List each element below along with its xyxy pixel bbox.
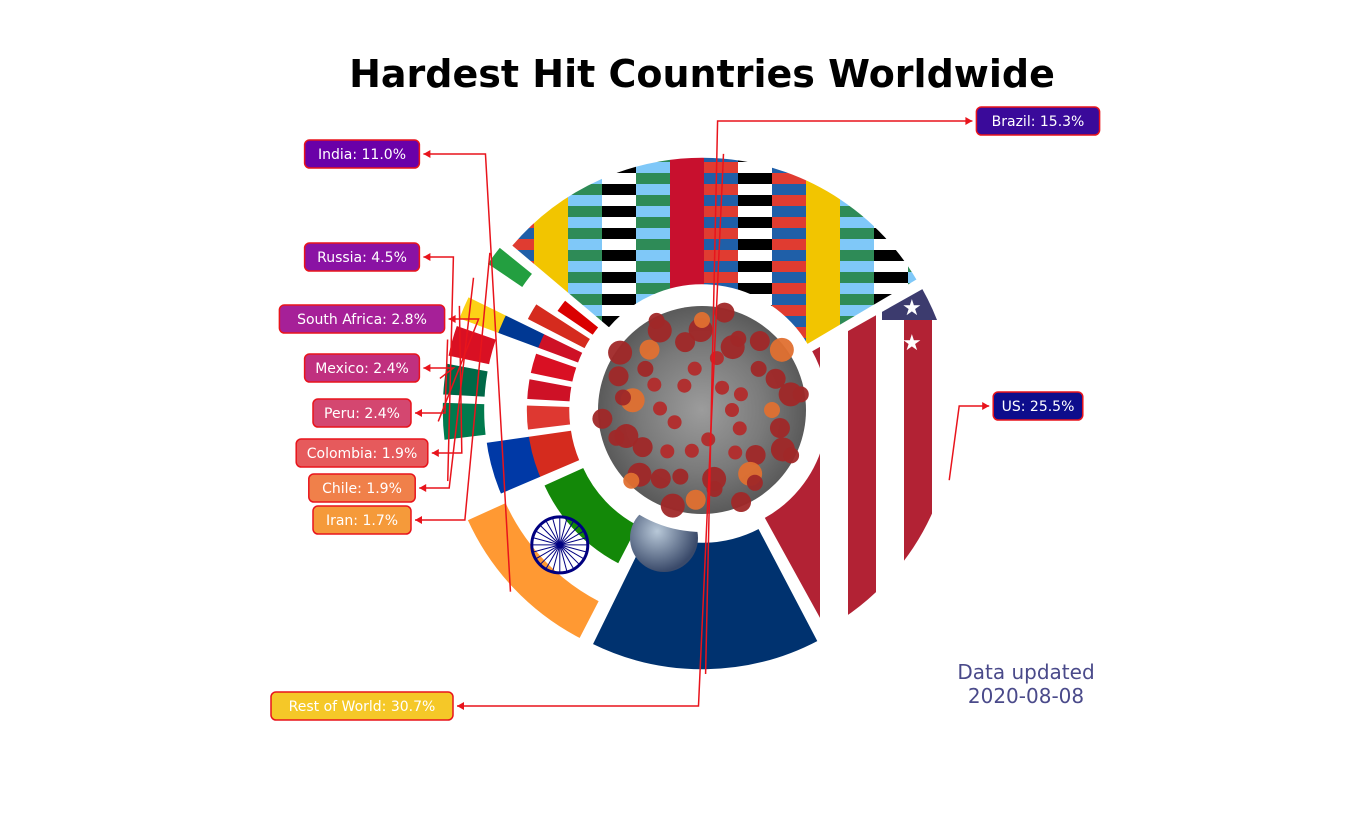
leader-line-chile — [419, 277, 475, 489]
slice-label-us: US: 25.5% — [992, 391, 1084, 421]
leader-arrow-peru — [415, 409, 422, 417]
slice-label-brazil: Brazil: 15.3% — [975, 106, 1101, 136]
label-text: Brazil: 15.3% — [992, 114, 1085, 130]
slice-label-india: India: 11.0% — [303, 139, 421, 169]
data-updated-note: Data updated 2020-08-08 — [926, 660, 1126, 708]
leader-arrow-india — [423, 150, 431, 158]
updated-label: Data updated — [957, 660, 1095, 684]
leader-line-russia — [423, 256, 455, 482]
label-box — [303, 242, 421, 272]
leader-line-south-africa — [437, 318, 480, 422]
leader-arrow-brazil — [965, 117, 973, 125]
label-box — [303, 353, 421, 383]
label-box — [992, 391, 1084, 421]
svg-text:★: ★ — [902, 296, 922, 321]
label-text: US: 25.5% — [1002, 399, 1075, 415]
wedge-russia — [444, 429, 582, 512]
slice-labels: US: 25.5% Brazil: 15.3% India: 11.0% Russia… — [270, 106, 1101, 721]
leader-arrow-us — [982, 402, 990, 410]
label-text: Iran: 1.7% — [326, 513, 398, 529]
leader-arrow-mexico — [423, 364, 431, 372]
leader-line-mexico — [423, 367, 456, 380]
slice-label-russia: Russia: 4.5% — [303, 242, 421, 272]
leader-lines — [415, 117, 990, 710]
wedge-south-africa — [441, 401, 572, 442]
coronavirus-icon — [580, 288, 824, 532]
label-text: Chile: 1.9% — [322, 481, 402, 497]
leader-line-rest-of-world — [457, 153, 725, 707]
label-text: Peru: 2.4% — [324, 406, 400, 422]
slice-label-mexico: Mexico: 2.4% — [303, 353, 421, 383]
label-box — [270, 691, 454, 721]
label-text: Rest of World: 30.7% — [289, 699, 436, 715]
label-text: South Africa: 2.8% — [297, 312, 427, 328]
leader-arrow-colombia — [431, 449, 439, 457]
label-text: India: 11.0% — [318, 147, 406, 163]
label-box — [308, 473, 416, 503]
wedge-india — [465, 466, 640, 640]
leader-line-colombia — [431, 305, 463, 454]
leader-arrow-russia — [423, 253, 431, 261]
leader-line-india — [423, 153, 512, 592]
wedge-colombia — [457, 295, 585, 365]
leader-line-peru — [415, 339, 449, 414]
leader-line-iran — [415, 252, 491, 521]
slice-label-peru: Peru: 2.4% — [312, 398, 412, 428]
slice-label-rest-of-world: Rest of World: 30.7% — [270, 691, 454, 721]
leader-arrow-chile — [419, 484, 427, 492]
slice-label-chile: Chile: 1.9% — [308, 473, 416, 503]
leader-arrow-iran — [415, 516, 422, 524]
wedge-mexico — [441, 362, 574, 403]
label-box — [278, 304, 446, 334]
label-box — [295, 438, 429, 468]
leader-arrow-rest-of-world — [457, 702, 464, 710]
leader-line-brazil — [704, 120, 973, 674]
label-box — [975, 106, 1101, 136]
label-box — [312, 505, 412, 535]
chart-title: Hardest Hit Countries Worldwide — [349, 52, 1055, 96]
slice-label-south-africa: South Africa: 2.8% — [278, 304, 446, 334]
label-text: Colombia: 1.9% — [307, 446, 418, 462]
slice-label-iran: Iran: 1.7% — [312, 505, 412, 535]
label-text: Mexico: 2.4% — [315, 361, 409, 377]
leader-arrow-south-africa — [448, 315, 456, 323]
leader-line-us — [948, 405, 990, 481]
wedge-chile — [470, 268, 592, 351]
svg-text:★: ★ — [902, 331, 922, 356]
wedge-peru — [446, 324, 579, 384]
slice-label-colombia: Colombia: 1.9% — [295, 438, 429, 468]
updated-date: 2020-08-08 — [967, 684, 1085, 708]
wedge-layer: ★★★ — [441, 156, 956, 671]
label-box — [303, 139, 421, 169]
label-box — [312, 398, 412, 428]
label-text: Russia: 4.5% — [317, 250, 407, 266]
